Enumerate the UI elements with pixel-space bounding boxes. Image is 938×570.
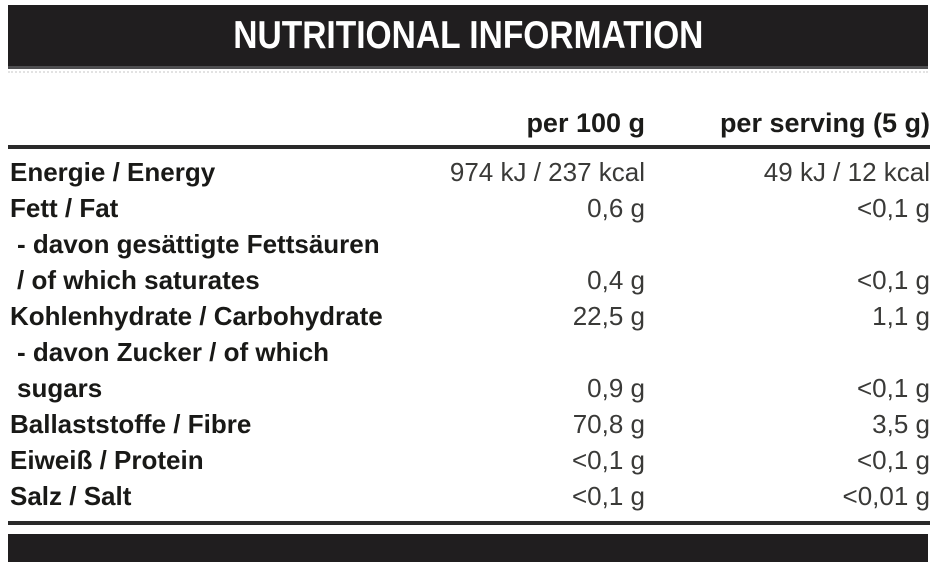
table-row-protein: Eiweiß / Protein <0,1 g <0,1 g [8, 442, 930, 478]
row-value-per-serving: 1,1 g [872, 301, 930, 331]
row-value-per-serving: 49 kJ / 12 kcal [763, 157, 930, 187]
row-label: Salz / Salt [10, 481, 132, 511]
header-rule [8, 145, 930, 149]
table-row-saturates: - davon gesättigte Fettsäuren / of which… [8, 226, 930, 298]
row-value-per-serving: 3,5 g [872, 409, 930, 439]
footer-bar [8, 534, 928, 562]
row-value-per-100g: 0,9 g [587, 373, 645, 403]
column-header-per-100g: per 100 g [526, 108, 645, 138]
row-value-per-100g: 0,6 g [587, 193, 645, 223]
row-value-per-100g: 22,5 g [572, 301, 645, 331]
title-bar: NUTRITIONAL INFORMATION [8, 5, 928, 69]
row-value-per-100g: <0,1 g [571, 481, 645, 511]
perforation-line [8, 71, 928, 73]
row-label: Ballaststoffe / Fibre [10, 409, 252, 439]
row-label: Fett / Fat [10, 193, 119, 223]
row-value-per-100g: 70,8 g [572, 409, 645, 439]
row-label: Eiweiß / Protein [10, 445, 204, 475]
row-value-per-serving: <0,01 g [842, 481, 930, 511]
row-label: - davon gesättigte Fettsäuren / of which… [17, 229, 380, 295]
table-header-row: per 100 g per serving (5 g) [8, 97, 930, 145]
table-row-salt: Salz / Salt <0,1 g <0,01 g [8, 478, 930, 514]
table-body: Energie / Energy 974 kJ / 237 kcal 49 kJ… [8, 149, 930, 521]
table-row-sugars: - davon Zucker / of which sugars 0,9 g <… [8, 334, 930, 406]
row-value-per-100g: 974 kJ / 237 kcal [449, 157, 645, 187]
row-value-per-serving: <0,1 g [856, 445, 930, 475]
row-label: Kohlenhydrate / Carbohydrate [10, 301, 383, 331]
row-label: - davon Zucker / of which sugars [17, 337, 330, 403]
row-value-per-100g: 0,4 g [587, 265, 645, 295]
nutrition-table: per 100 g per serving (5 g) Energie / En… [8, 97, 930, 525]
row-label: Energie / Energy [10, 157, 216, 187]
page-title: NUTRITIONAL INFORMATION [232, 13, 704, 57]
column-header-per-serving: per serving (5 g) [719, 108, 930, 138]
row-value-per-100g: <0,1 g [571, 445, 645, 475]
table-row-fat: Fett / Fat 0,6 g <0,1 g [8, 190, 930, 226]
table-row-fibre: Ballaststoffe / Fibre 70,8 g 3,5 g [8, 406, 930, 442]
table-row-energy: Energie / Energy 974 kJ / 237 kcal 49 kJ… [8, 154, 930, 190]
row-value-per-serving: <0,1 g [856, 193, 930, 223]
table-row-carbohydrate: Kohlenhydrate / Carbohydrate 22,5 g 1,1 … [8, 298, 930, 334]
row-value-per-serving: <0,1 g [856, 373, 930, 403]
footer-rule [8, 521, 930, 525]
row-value-per-serving: <0,1 g [856, 265, 930, 295]
